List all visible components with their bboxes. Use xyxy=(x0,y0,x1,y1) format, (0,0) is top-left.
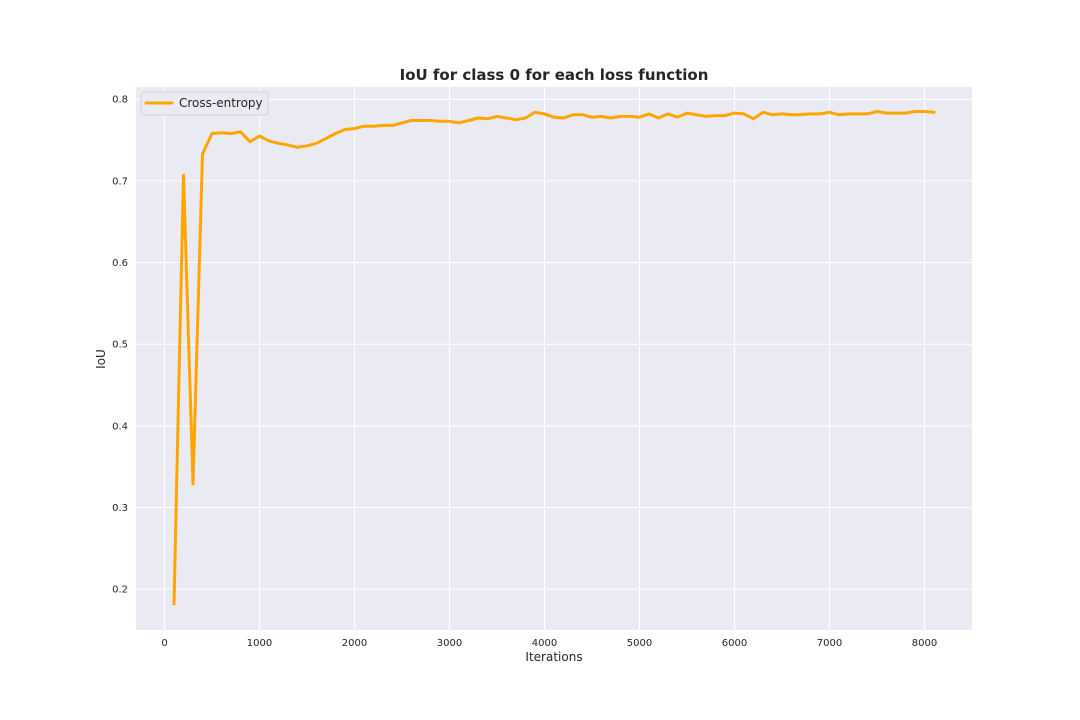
series-lines xyxy=(172,110,936,606)
x-tick-label: 4000 xyxy=(532,638,557,649)
series-line-cross-entropy xyxy=(172,110,936,606)
plot-background xyxy=(136,87,972,630)
x-tick-label: 5000 xyxy=(627,638,652,649)
x-tick-label: 8000 xyxy=(912,638,937,649)
x-tick-label: 2000 xyxy=(342,638,367,649)
y-tick-label: 0.4 xyxy=(112,421,128,432)
y-tick-label: 0.8 xyxy=(112,95,128,106)
legend-label-cross-entropy: Cross-entropy xyxy=(179,96,263,110)
x-tick-label: 1000 xyxy=(247,638,272,649)
x-tick-label: 7000 xyxy=(817,638,842,649)
x-tick-label: 6000 xyxy=(722,638,747,649)
grid-lines xyxy=(136,87,972,630)
y-tick-label: 0.6 xyxy=(112,258,128,269)
legend: Cross-entropy xyxy=(140,91,269,116)
y-tick-label: 0.7 xyxy=(112,176,128,187)
tick-labels: 0 1000 2000 3000 4000 5000 6000 7000 8000 0.2 0.3 0… xyxy=(112,95,937,649)
y-axis-label: IoU xyxy=(94,349,108,369)
y-tick-label: 0.2 xyxy=(112,585,128,596)
x-tick-label: 3000 xyxy=(437,638,462,649)
x-axis-label: Iterations xyxy=(525,650,582,664)
x-tick-label: 0 xyxy=(161,638,167,649)
y-tick-label: 0.5 xyxy=(112,340,128,351)
legend-box xyxy=(140,91,269,116)
y-tick-label: 0.3 xyxy=(112,503,128,514)
chart-title: IoU for class 0 for each loss function xyxy=(400,66,709,84)
